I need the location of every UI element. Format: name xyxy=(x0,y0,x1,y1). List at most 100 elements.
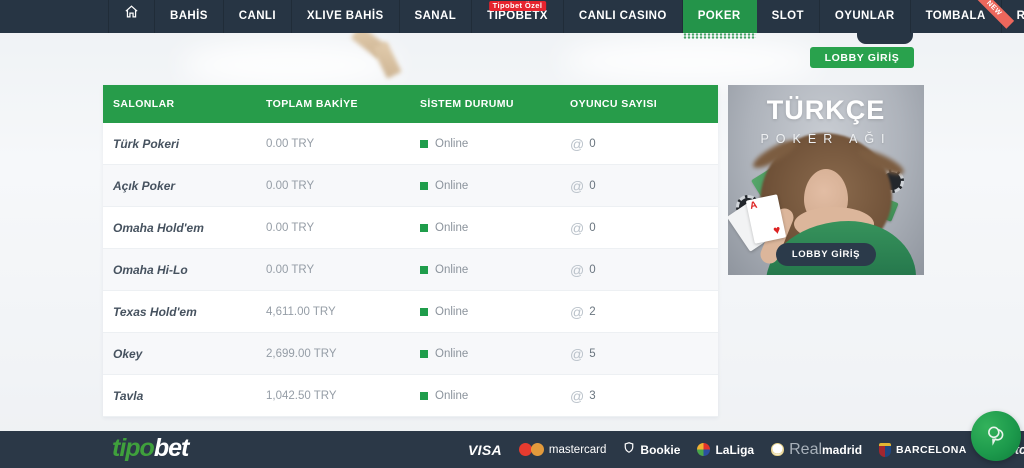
nav-item-canli-casino[interactable]: CANLI CASINO xyxy=(564,0,683,33)
salon-balance: 0.00 TRY xyxy=(266,263,315,276)
salon-name: Türk Pokeri xyxy=(113,136,180,151)
online-status-icon xyxy=(420,349,428,358)
salon-balance: 1,042.50 TRY xyxy=(266,389,337,402)
nav-label: OYUNLAR xyxy=(834,10,895,22)
salon-balance: 0.00 TRY xyxy=(266,179,315,192)
nav-label: TIPOBETX xyxy=(487,10,548,22)
nav-item-poker-active[interactable]: POKER xyxy=(682,0,757,39)
barcelona-crest-icon xyxy=(879,442,892,457)
nav-item-bahis[interactable]: BAHİS xyxy=(155,0,224,33)
mastercard-logo: mastercard xyxy=(548,443,607,456)
table-row-omaha-holdem[interactable]: Omaha Hold'em 0.00 TRY Online @0 xyxy=(103,207,718,249)
salon-name: Texas Hold'em xyxy=(113,304,197,319)
nav-item-sanal[interactable]: SANAL xyxy=(400,0,473,33)
nav-home-button[interactable] xyxy=(108,0,155,33)
logo-text-tipo: tipo xyxy=(112,434,155,462)
top-navigation: BAHİS CANLI XLIVE BAHİS SANAL Tipobet Öz… xyxy=(0,0,1024,39)
lobby-giris-button[interactable]: LOBBY GİRİŞ xyxy=(810,47,914,68)
background-cloud xyxy=(560,38,820,84)
salon-balance: 0.00 TRY xyxy=(266,137,315,150)
player-count: 3 xyxy=(589,389,596,402)
nav-notch-decoration xyxy=(857,33,913,44)
salon-name: Tavla xyxy=(113,388,144,403)
nav-label: CANLI xyxy=(238,10,276,22)
nav-label: RAPTOR xyxy=(1016,10,1024,22)
nav-label: XLIVE BAHİS xyxy=(306,10,384,22)
salon-name: Açık Poker xyxy=(113,178,176,193)
nav-item-slot[interactable]: SLOT xyxy=(757,0,820,33)
column-header-toplam-bakiye: TOPLAM BAKİYE xyxy=(266,98,358,110)
barcelona-logo: BARCELONA xyxy=(896,443,967,456)
player-count: 0 xyxy=(589,137,596,150)
nav-item-oyunlar[interactable]: OYUNLAR xyxy=(820,0,911,33)
salon-name: Omaha Hi-Lo xyxy=(113,262,188,277)
status-label: Online xyxy=(435,179,469,192)
status-label: Online xyxy=(435,389,469,402)
nav-item-xlive-bahis[interactable]: XLIVE BAHİS xyxy=(292,0,400,33)
player-count-icon: @ xyxy=(570,135,585,152)
banner-subtitle: POKER AĞI xyxy=(760,132,892,146)
nav-item-tipobetx[interactable]: Tipobet Özel TIPOBETX xyxy=(472,0,564,33)
nav-item-raptor[interactable]: RAPTOR xyxy=(1002,0,1024,33)
mastercard-icon xyxy=(518,443,532,456)
banner-lobby-giris-button[interactable]: LOBBY GİRİŞ xyxy=(776,243,876,266)
laliga-icon xyxy=(697,443,711,456)
tipobet-logo[interactable]: tipobet xyxy=(112,434,189,463)
status-label: Online xyxy=(435,263,469,276)
online-status-icon xyxy=(420,139,428,148)
laliga-logo: LaLiga xyxy=(715,442,755,457)
salon-balance: 4,611.00 TRY xyxy=(266,305,336,318)
status-label: Online xyxy=(435,305,469,318)
nav-item-tombala[interactable]: NEW TOMBALA xyxy=(911,0,1014,33)
table-row-omaha-hi-lo[interactable]: Omaha Hi-Lo 0.00 TRY Online @0 xyxy=(103,249,718,291)
payment-partner-logos: VISA mastercard Bookie LaLiga Realmadrid… xyxy=(468,431,1024,468)
online-status-icon xyxy=(420,307,428,316)
nav-item-canli[interactable]: CANLI xyxy=(224,0,292,33)
live-chat-button[interactable] xyxy=(971,411,1021,461)
table-row-texas-holdem[interactable]: Texas Hold'em 4,611.00 TRY Online @2 xyxy=(103,291,718,333)
nav-label: CANLI CASINO xyxy=(578,10,667,22)
player-count: 5 xyxy=(589,347,596,360)
salon-balance: 0.00 TRY xyxy=(266,221,315,234)
table-row-tavla[interactable]: Tavla 1,042.50 TRY Online @3 xyxy=(103,375,718,417)
salon-balance: 2,699.00 TRY xyxy=(266,347,337,360)
chat-icon xyxy=(983,422,1009,451)
bookie-logo: Bookie xyxy=(640,442,681,457)
table-row-turk-pokeri[interactable]: Türk Pokeri 0.00 TRY Online @0 xyxy=(103,123,718,165)
player-count-icon: @ xyxy=(570,219,585,236)
table-header-row: SALONLAR TOPLAM BAKİYE SİSTEM DURUMU OYU… xyxy=(103,85,718,123)
player-count: 0 xyxy=(589,263,596,276)
footer: tipobet VISA mastercard Bookie LaLiga Re… xyxy=(0,431,1024,468)
visa-logo: VISA xyxy=(468,441,502,458)
status-label: Online xyxy=(435,137,469,150)
online-status-icon xyxy=(420,181,428,190)
banner-title: TÜRKÇE xyxy=(766,95,886,125)
player-count-icon: @ xyxy=(570,345,585,362)
online-status-icon xyxy=(420,391,428,400)
status-label: Online xyxy=(435,347,469,360)
player-count: 0 xyxy=(589,179,596,192)
player-count-icon: @ xyxy=(570,303,585,320)
status-label: Online xyxy=(435,221,469,234)
salon-name: Okey xyxy=(113,346,143,361)
player-count-icon: @ xyxy=(570,177,585,194)
shield-icon xyxy=(623,441,635,459)
online-status-icon xyxy=(420,223,428,232)
column-header-oyuncu-sayisi: OYUNCU SAYISI xyxy=(570,98,658,110)
player-count-icon: @ xyxy=(570,261,585,278)
nav-label: POKER xyxy=(697,10,741,22)
player-count-icon: @ xyxy=(570,387,585,404)
realmadrid-logo: madrid xyxy=(822,442,863,457)
nav-label: TOMBALA xyxy=(925,10,986,22)
logo-text-bet: bet xyxy=(153,434,189,462)
poker-lobby-table: SALONLAR TOPLAM BAKİYE SİSTEM DURUMU OYU… xyxy=(103,85,718,417)
nav-label: SANAL xyxy=(414,10,457,22)
player-count: 2 xyxy=(589,305,596,318)
mastercard-icon xyxy=(530,443,544,456)
table-row-acik-poker[interactable]: Açık Poker 0.00 TRY Online @0 xyxy=(103,165,718,207)
online-status-icon xyxy=(420,265,428,274)
salon-name: Omaha Hold'em xyxy=(113,220,204,235)
nav-label: SLOT xyxy=(771,10,804,22)
table-row-okey[interactable]: Okey 2,699.00 TRY Online @5 xyxy=(103,333,718,375)
poker-promo-banner[interactable]: A TÜRKÇE POKER AĞI LOBBY GİRİŞ xyxy=(728,85,924,275)
